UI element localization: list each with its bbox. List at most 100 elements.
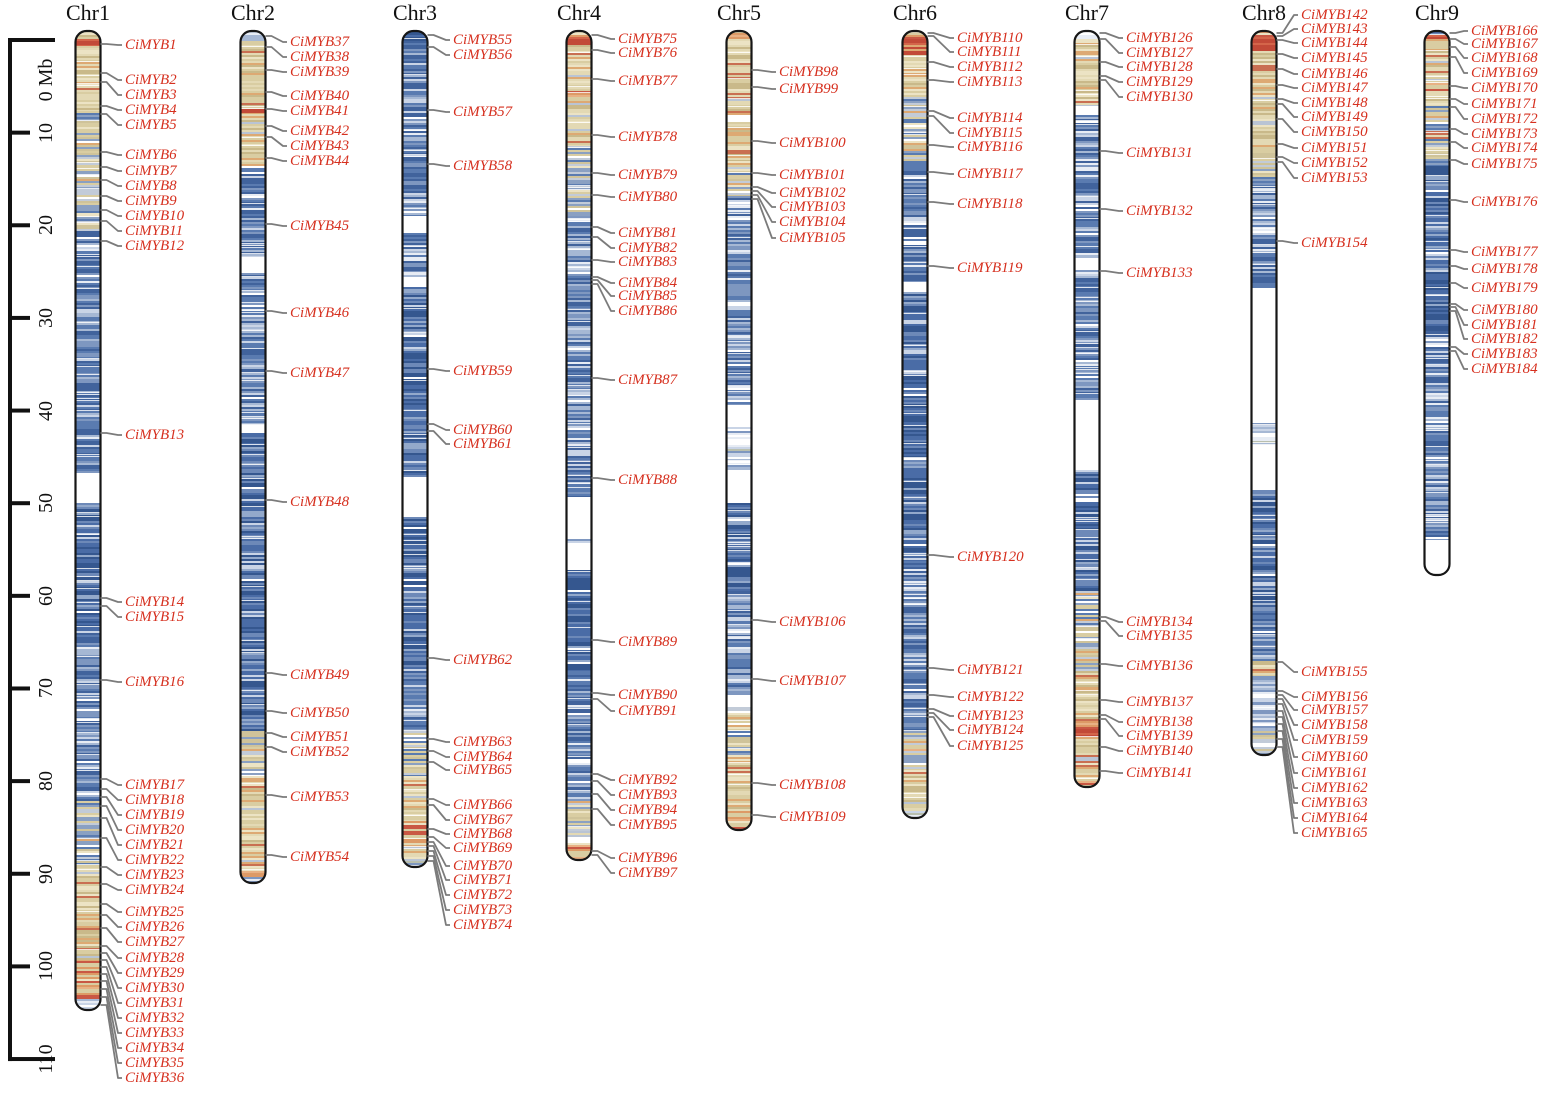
gene-connector [591, 172, 615, 176]
gene-connector [591, 134, 615, 138]
gene-connector [1276, 156, 1298, 164]
chromosome-bar [1424, 31, 1450, 575]
chromosome-outline [1073, 29, 1101, 789]
gene-connector [1276, 738, 1298, 819]
gene-connector [265, 35, 287, 43]
gene-connector [100, 209, 122, 217]
gene-connector [591, 773, 615, 781]
gene-connector [1449, 249, 1468, 253]
gene-connector [751, 140, 776, 144]
gene-connector [751, 619, 776, 623]
chromosome-outline [1250, 29, 1278, 757]
gene-connector [427, 34, 450, 41]
gene-connector [751, 186, 776, 194]
gene-connector [1449, 303, 1468, 311]
gene-connector [265, 310, 287, 314]
gene-connector [100, 866, 122, 876]
gene-connector [591, 477, 615, 481]
gene-connector [591, 34, 615, 40]
gene-connector [591, 194, 615, 198]
gene-connector [1276, 703, 1298, 741]
gene-connector [100, 973, 122, 1019]
gene-connector [100, 179, 122, 187]
gene-connector [1449, 98, 1468, 105]
scale-tick [8, 501, 30, 506]
gene-connector [1276, 68, 1298, 75]
gene-connector [751, 198, 776, 239]
gene-connector [100, 980, 122, 1034]
scale-tick [8, 38, 55, 42]
gene-connector [1099, 718, 1123, 737]
gene-connector [1276, 53, 1298, 59]
gene-connector [1449, 141, 1468, 149]
gene-connector [927, 694, 954, 698]
gene-connector [1449, 159, 1468, 165]
gene-connector [591, 850, 615, 859]
gene-connector [265, 136, 287, 147]
gene-connector [265, 710, 287, 714]
gene-connector [265, 732, 287, 738]
gene-connector [427, 738, 450, 743]
gene-connector [1099, 150, 1123, 154]
gene-connector [1099, 714, 1123, 723]
gene-connector [1449, 38, 1468, 45]
chromosome-outline [239, 29, 267, 885]
gene-connector [751, 678, 776, 682]
gene-connector [427, 657, 450, 661]
gene-connector [1276, 240, 1298, 244]
gene-connector [591, 692, 615, 696]
gene-connector [591, 279, 615, 297]
gene-connector [427, 163, 450, 167]
gene-connector [927, 79, 954, 83]
gene-connector [1099, 746, 1123, 752]
gene-connector [591, 276, 615, 284]
chromosome-bar [1251, 31, 1277, 755]
gene-connector [427, 804, 450, 821]
gene-connector [1449, 46, 1468, 59]
gene-connector [927, 110, 954, 119]
gene-connector [1099, 270, 1123, 274]
chromosome-bar [402, 31, 428, 867]
gene-connector [1276, 84, 1298, 89]
gene-connector [427, 845, 450, 881]
gene-connector [427, 430, 450, 445]
gene-connector [100, 151, 122, 156]
gene-connector [751, 86, 776, 90]
gene-connector [427, 46, 450, 56]
gene-connector [100, 945, 122, 959]
gene-connector [1276, 723, 1298, 789]
gene-connector [1449, 199, 1468, 203]
gene-connector [1276, 143, 1298, 149]
gene-connector [100, 220, 122, 232]
gene-connector [100, 817, 122, 846]
scale-axis [8, 38, 55, 1062]
gene-connector [427, 798, 450, 806]
gene-connector [927, 61, 954, 68]
scale-tick [8, 593, 30, 598]
gene-connector [100, 679, 122, 683]
gene-connector [1276, 746, 1298, 834]
scale-tick [8, 1057, 55, 1062]
gene-connector [1276, 710, 1298, 758]
gene-connector [1276, 39, 1298, 44]
gene-connector [100, 1004, 122, 1079]
gene-connector [1276, 14, 1298, 34]
gene-connector [927, 667, 954, 671]
gene-connector [100, 240, 122, 247]
gene-connector [1276, 730, 1298, 804]
scale-tick [8, 964, 30, 969]
gene-connector [427, 761, 450, 771]
gene-connector [427, 828, 450, 835]
gene-connector [100, 195, 122, 202]
gene-connector [100, 43, 122, 46]
gene-connector [1276, 690, 1298, 698]
gene-connector [1099, 770, 1123, 774]
gene-connector [591, 283, 615, 312]
gene-connector [927, 708, 954, 717]
scale-tick [8, 315, 30, 320]
gene-connector [100, 105, 122, 111]
gene-connector [427, 109, 450, 113]
gene-connector [751, 782, 776, 786]
scale-axis-line [8, 38, 12, 1062]
